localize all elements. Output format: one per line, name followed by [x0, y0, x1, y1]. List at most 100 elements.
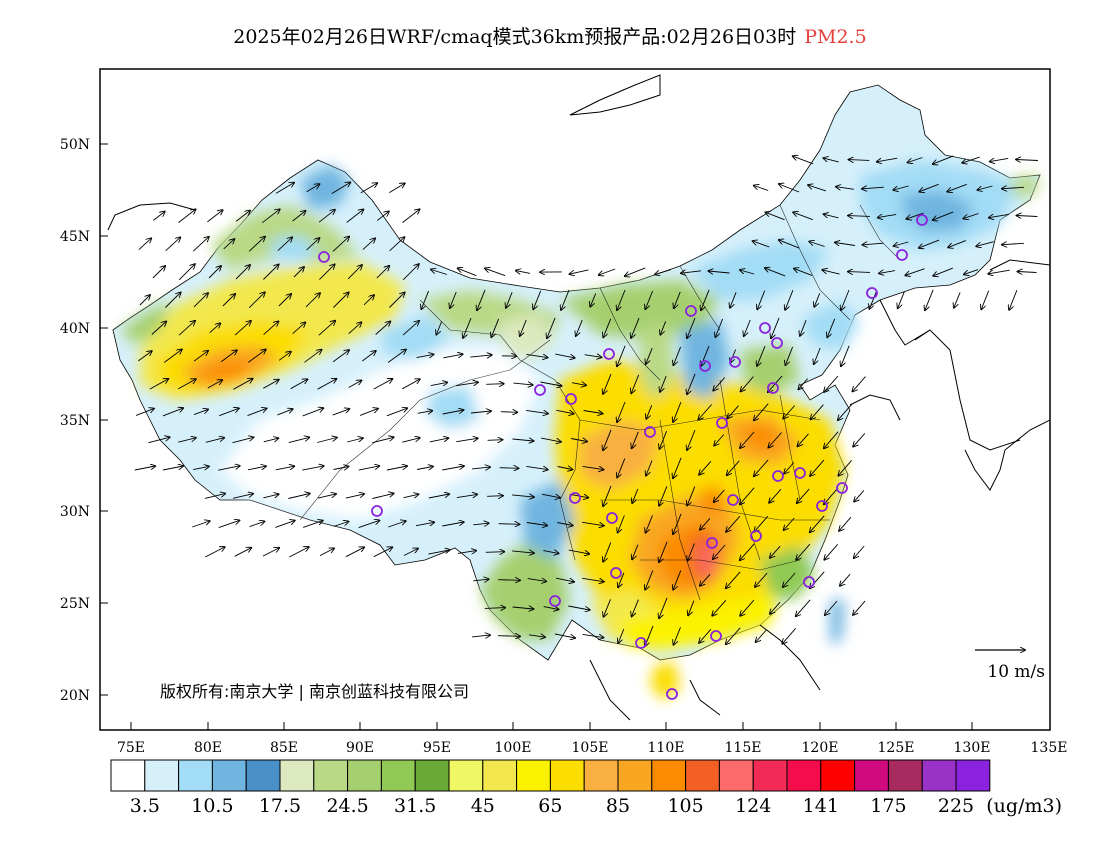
wind-arrow — [618, 515, 625, 533]
wind-arrow — [302, 466, 323, 471]
colorbar-swatch — [820, 759, 856, 792]
wind-arrow — [673, 513, 682, 534]
wind-arrow — [429, 438, 449, 443]
wind-arrow — [528, 635, 545, 637]
wind-arrow — [809, 242, 825, 247]
wind-arrow — [730, 292, 737, 307]
station-marker — [699, 360, 711, 372]
wind-arrow — [317, 438, 337, 443]
wind-reference: 10 m/s — [975, 650, 1045, 682]
wind-arrow — [288, 494, 309, 499]
wind-arrow — [472, 467, 490, 469]
wind-arrow — [754, 186, 769, 191]
wind-arrow — [345, 547, 364, 558]
wind-arrow — [359, 409, 378, 416]
wind-arrow — [193, 293, 208, 308]
lon-label: 90E — [346, 740, 374, 756]
wind-arrow — [386, 408, 407, 417]
colorbar-swatch — [955, 759, 991, 792]
colorbar-swatch — [414, 759, 450, 792]
wind-arrow — [346, 210, 364, 223]
lon-label: 130E — [954, 740, 991, 756]
wind-arrow — [561, 289, 570, 310]
wind-arrow — [728, 405, 739, 419]
wind-arrow — [674, 627, 681, 644]
wind-arrow — [470, 355, 491, 357]
wind-arrow — [219, 408, 239, 417]
wind-arrow — [730, 349, 737, 363]
wind-arrow — [306, 238, 320, 251]
wind-arrow — [317, 379, 337, 390]
wind-arrow — [248, 292, 265, 309]
wind-arrow — [582, 577, 604, 581]
wind-arrow — [456, 438, 477, 443]
lon-label: 100E — [495, 740, 532, 756]
wind-arrow — [814, 293, 821, 306]
wind-arrow — [275, 466, 294, 471]
wind-arrow — [714, 489, 725, 502]
colorbar-swatch — [245, 759, 281, 792]
wind-arrow — [824, 431, 839, 449]
wind-arrow — [477, 289, 486, 310]
wind-arrow — [443, 354, 462, 359]
wind-arrow — [152, 266, 165, 279]
concentration-field — [107, 74, 1050, 721]
wind-arrow — [178, 321, 195, 336]
wind-arrow — [990, 158, 1009, 161]
wind-arrow — [263, 321, 279, 335]
station-markers — [318, 214, 928, 700]
wind-arrow — [543, 551, 558, 554]
lon-label: 80E — [194, 740, 222, 756]
wind-arrow — [740, 543, 755, 560]
wind-arrow — [753, 241, 770, 248]
colorbar-swatch — [854, 759, 889, 792]
wind-arrow — [673, 401, 682, 422]
wind-arrow — [989, 213, 1010, 217]
wind-arrow — [292, 211, 306, 222]
lon-label: 110E — [648, 740, 685, 756]
wind-arrow — [278, 294, 291, 307]
wind-arrow — [582, 521, 604, 525]
wind-arrow — [659, 430, 668, 449]
station-marker — [534, 384, 546, 396]
wind-arrow — [853, 600, 866, 615]
colorbar-tick-label: 141 — [803, 795, 839, 817]
wind-arrow — [839, 516, 852, 531]
wind-arrow — [134, 466, 155, 471]
wind-arrow — [757, 290, 766, 310]
wind-arrow — [526, 466, 547, 469]
lat-label: 30N — [60, 504, 90, 520]
lon-label: 125E — [878, 740, 915, 756]
colorbar — [110, 759, 991, 792]
wind-arrow — [701, 289, 710, 310]
wind-arrow — [372, 437, 393, 444]
lon-label: 85E — [270, 740, 298, 756]
wind-arrow — [824, 544, 839, 559]
wind-arrow — [978, 185, 993, 190]
wind-arrow — [302, 408, 324, 417]
station-marker — [767, 382, 779, 394]
wind-arrow — [402, 379, 419, 390]
wind-arrow — [755, 572, 768, 587]
wind-arrow — [388, 521, 405, 528]
coastlines — [107, 74, 1050, 721]
wind-arrow — [304, 350, 322, 363]
wind-arrow — [218, 520, 240, 529]
wind-arrow — [699, 461, 712, 474]
wind-arrow — [568, 549, 589, 554]
wind-arrow — [208, 266, 221, 279]
wind-arrow — [848, 216, 870, 217]
colorbar-tick-label: 31.5 — [394, 795, 436, 817]
wind-arrow — [879, 271, 896, 274]
wind-arrow — [373, 379, 393, 390]
wind-arrow — [783, 405, 796, 419]
wind-arrow — [617, 289, 626, 310]
wind-arrow — [319, 264, 334, 280]
wind-arrow — [800, 320, 807, 336]
wind-arrow — [785, 290, 794, 310]
wind-arrow — [470, 411, 491, 413]
wind-arrow — [389, 183, 404, 193]
wind-arrow — [754, 516, 769, 531]
wind-arrow — [165, 237, 181, 252]
wind-arrow — [498, 580, 520, 581]
